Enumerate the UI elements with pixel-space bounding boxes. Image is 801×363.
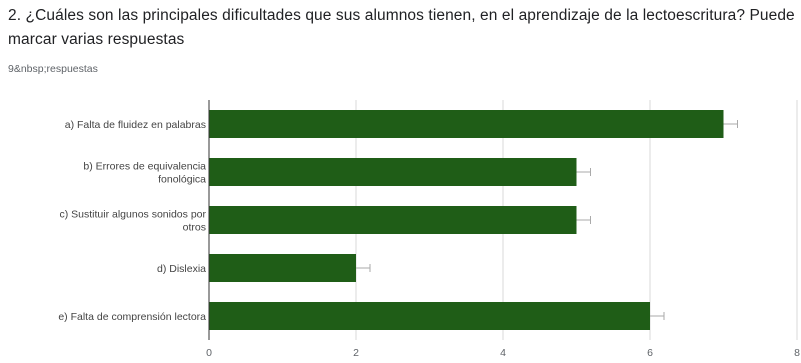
x-tick-label: 8 [794,347,800,359]
bar [209,110,724,138]
x-tick-label: 2 [353,347,359,359]
x-tick-label: 0 [206,347,212,359]
bar [209,302,650,330]
category-label: c) Sustituir algunos sonidos por [60,209,207,221]
x-tick-labels: 0 2 4 6 8 [206,347,800,359]
category-label: b) Errores de equivalencia [83,161,206,173]
category-label: otros [183,222,206,234]
category-label: a) Falta de fluidez en palabras [65,119,206,131]
x-tick-label: 6 [647,347,653,359]
category-label: d) Dislexia [157,263,206,275]
bars [209,110,738,330]
category-label: fonológica [158,174,206,186]
category-label: e) Falta de comprensión lectora [58,311,206,323]
response-count: 9&nbsp;respuestas [8,63,98,75]
bar [209,206,577,234]
bar [209,254,356,282]
bar [209,158,577,186]
x-tick-label: 4 [500,347,506,359]
category-labels: a) Falta de fluidez en palabras b) Errore… [58,119,206,323]
question-title: 2. ¿Cuáles son las principales dificulta… [8,7,795,48]
